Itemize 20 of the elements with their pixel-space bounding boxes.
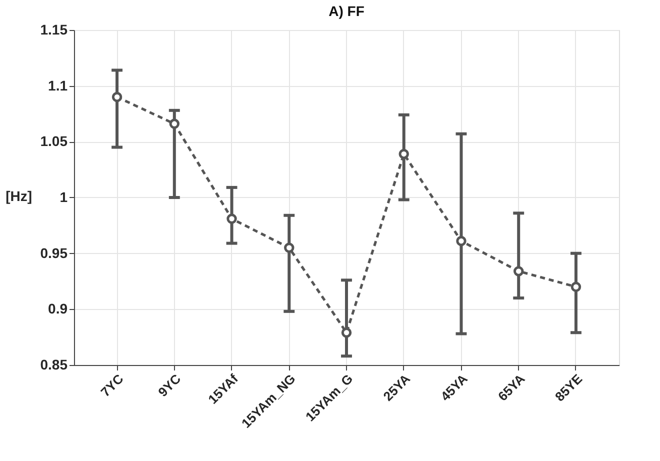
point <box>398 148 409 160</box>
point <box>341 328 352 338</box>
y-axis-title: [Hz] <box>6 188 32 204</box>
x-tick-label: 7YC <box>98 370 127 400</box>
point <box>456 236 466 246</box>
point <box>226 214 237 224</box>
y-tick-label: 1.15 <box>40 22 68 38</box>
point <box>284 242 294 253</box>
point <box>112 92 122 102</box>
point <box>169 118 180 129</box>
y-tick-label: 0.95 <box>40 244 68 261</box>
y-tick-label: 1.05 <box>40 133 68 150</box>
y-tick-label: 0.85 <box>40 356 68 372</box>
point <box>513 266 524 276</box>
y-tick-label: 1.1 <box>48 77 68 94</box>
y-tick-label: 0.9 <box>48 300 68 317</box>
chart-title: A) FF <box>328 3 365 19</box>
point <box>570 282 582 292</box>
y-tick-label: 1 <box>60 189 68 205</box>
x-tick-label: 9YC <box>155 370 184 400</box>
